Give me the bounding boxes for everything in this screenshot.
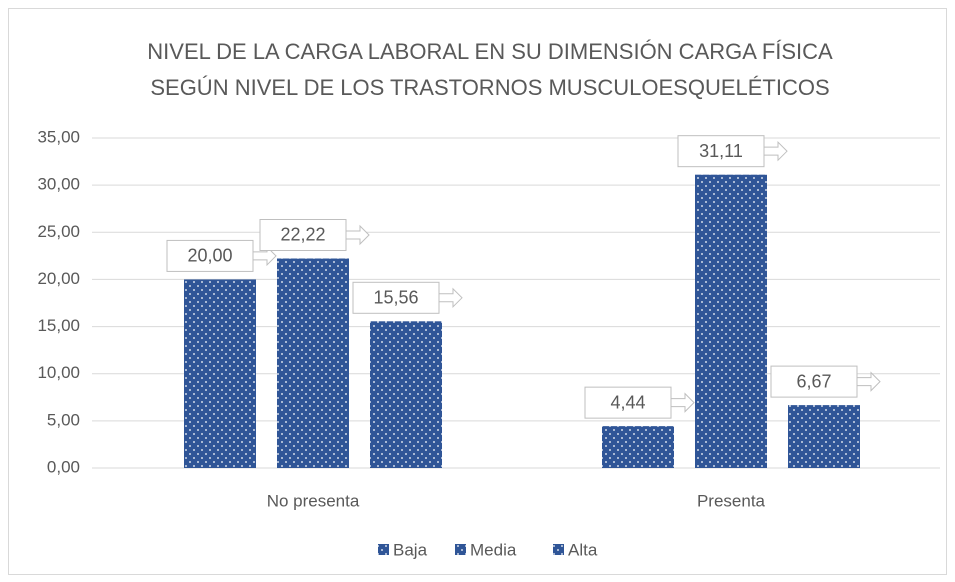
- data-label: 20,00: [187, 246, 232, 266]
- data-label: 22,22: [280, 225, 325, 245]
- y-tick-label: 10,00: [37, 363, 80, 382]
- data-label-box: [166, 239, 254, 272]
- y-tick-label: 20,00: [37, 269, 80, 288]
- data-label: 4,44: [610, 392, 645, 412]
- y-tick-label: 30,00: [37, 175, 80, 194]
- data-label-arrow: [345, 224, 370, 246]
- data-label-box: [677, 135, 765, 168]
- data-label-arrow: [670, 392, 695, 413]
- x-tick-label: No presenta: [267, 491, 360, 510]
- y-tick-label: 5,00: [47, 410, 80, 429]
- chart-border: [8, 8, 947, 575]
- bar: [602, 426, 674, 468]
- data-label-arrow: [763, 140, 788, 162]
- chart-title: SEGÚN NIVEL DE LOS TRASTORNOS MUSCULOESQ…: [150, 75, 829, 100]
- bar: [695, 174, 767, 469]
- y-tick-label: 0,00: [47, 457, 80, 476]
- data-label-arrow: [438, 287, 463, 308]
- y-tick-label: 15,00: [37, 316, 80, 335]
- data-label-box: [352, 281, 440, 314]
- bar: [370, 321, 442, 468]
- data-label-arrow: [252, 245, 277, 267]
- data-label-box: [259, 218, 347, 251]
- data-label: 15,56: [373, 288, 418, 308]
- legend-swatch: [378, 544, 389, 555]
- bar: [277, 258, 349, 468]
- data-label: 31,11: [699, 141, 743, 161]
- data-label: 6,67: [796, 371, 831, 391]
- bar: [184, 279, 256, 468]
- bar: [788, 405, 860, 468]
- chart-title: NIVEL DE LA CARGA LABORAL EN SU DIMENSIÓ…: [147, 39, 833, 64]
- legend-label: Baja: [393, 540, 428, 559]
- legend-label: Alta: [568, 540, 598, 559]
- y-tick-label: 35,00: [37, 127, 80, 146]
- legend-label: Media: [470, 540, 517, 559]
- legend-swatch: [455, 544, 466, 555]
- x-tick-label: Presenta: [697, 491, 766, 510]
- y-tick-label: 25,00: [37, 222, 80, 241]
- legend-swatch: [553, 544, 564, 555]
- data-label-arrow: [856, 371, 881, 392]
